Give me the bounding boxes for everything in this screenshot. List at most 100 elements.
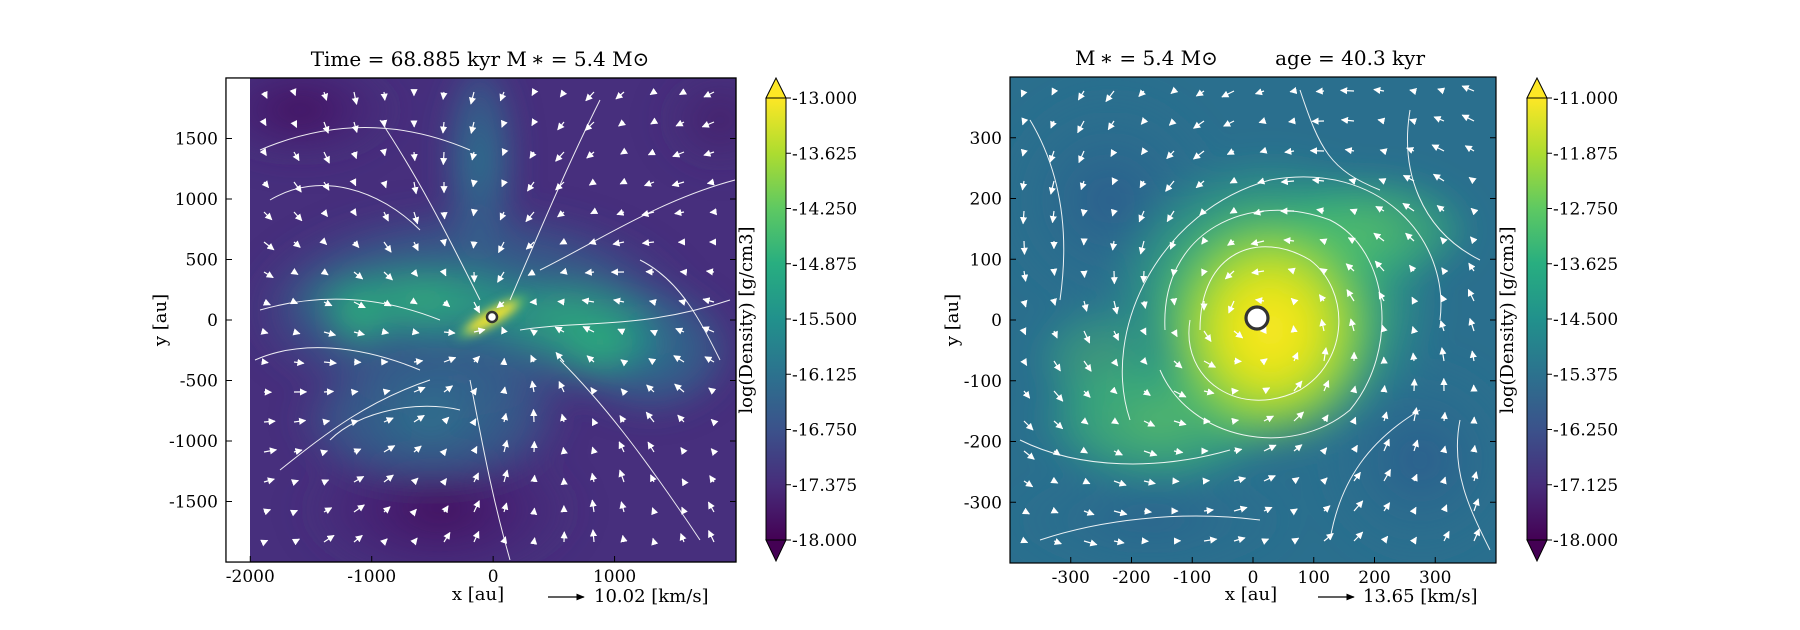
velocity-arrow — [292, 328, 301, 336]
velocity-arrow — [439, 121, 448, 134]
velocity-arrow — [1078, 150, 1085, 164]
velocity-arrow — [1440, 445, 1448, 454]
velocity-arrow — [353, 329, 365, 337]
velocity-arrow — [674, 383, 685, 393]
velocity-arrow — [675, 327, 685, 335]
velocity-arrow — [470, 179, 478, 188]
x-tick-label: 0 — [1248, 568, 1259, 588]
velocity-arrow — [1083, 509, 1095, 516]
velocity-arrow — [409, 508, 417, 517]
velocity-arrow — [1113, 448, 1123, 456]
velocity-arrow — [321, 479, 330, 486]
velocity-arrow — [1082, 477, 1091, 485]
velocity-arrow — [1348, 318, 1356, 332]
velocity-arrow — [1050, 120, 1057, 129]
velocity-arrow — [470, 208, 479, 217]
velocity-arrow — [1203, 388, 1215, 396]
velocity-arrow — [1440, 411, 1448, 422]
velocity-arrow — [649, 329, 658, 337]
y-tick-label: -100 — [964, 372, 1002, 392]
velocity-arrow — [292, 151, 300, 162]
velocity-arrow — [673, 355, 685, 363]
velocity-arrow — [413, 386, 426, 394]
velocity-arrow — [1143, 478, 1156, 486]
velocity-arrow — [1257, 177, 1266, 185]
velocity-arrow — [501, 179, 508, 188]
velocity-arrow — [349, 208, 357, 217]
velocity-arrow — [1289, 508, 1298, 516]
velocity-arrow — [259, 148, 267, 156]
velocity-arrow — [1079, 446, 1088, 454]
y-tick-label: -1000 — [169, 432, 218, 452]
velocity-arrow — [293, 181, 302, 193]
velocity-arrow — [322, 121, 330, 134]
velocity-arrow — [411, 328, 420, 336]
velocity-arrow — [530, 408, 538, 423]
velocity-arrow — [501, 502, 509, 513]
velocity-arrow — [643, 179, 655, 187]
right-y-label: y [au] — [942, 294, 963, 347]
velocity-arrow — [1109, 386, 1118, 395]
velocity-arrow — [1173, 390, 1187, 398]
velocity-arrow — [1377, 117, 1386, 125]
velocity-arrow — [442, 299, 451, 308]
velocity-arrow — [1140, 117, 1149, 125]
velocity-arrow — [1105, 90, 1115, 103]
velocity-arrow — [1139, 357, 1148, 365]
velocity-arrow — [1083, 330, 1091, 344]
velocity-arrow — [1409, 506, 1417, 515]
velocity-arrow — [530, 354, 537, 363]
velocity-arrow — [1378, 178, 1387, 185]
velocity-arrow — [648, 298, 657, 306]
velocity-arrow — [620, 534, 628, 543]
velocity-arrow — [1373, 86, 1385, 95]
right-panel: M ∗ = 5.4 M⊙ age = 40.3 kyr — [942, 46, 1618, 607]
velocity-arrow — [590, 207, 599, 215]
velocity-arrow — [499, 91, 507, 102]
velocity-arrow — [443, 385, 454, 393]
velocity-arrow — [379, 148, 387, 157]
velocity-arrow — [585, 91, 595, 102]
velocity-arrow — [380, 91, 388, 101]
velocity-arrow — [261, 358, 269, 366]
left-panel: Time = 68.885 kyr M ∗ = 5.4 M⊙ — [150, 47, 857, 607]
velocity-arrow — [412, 211, 420, 225]
velocity-arrow — [1290, 325, 1298, 333]
velocity-arrow — [1280, 177, 1295, 186]
velocity-arrow — [1433, 116, 1445, 123]
velocity-arrow — [1079, 180, 1087, 191]
velocity-arrow — [701, 120, 715, 128]
velocity-arrow — [323, 299, 333, 307]
velocity-arrow — [323, 358, 337, 367]
velocity-arrow — [1340, 116, 1355, 124]
velocity-arrow — [679, 532, 687, 543]
velocity-arrow — [530, 474, 538, 483]
velocity-arrow — [1402, 174, 1415, 182]
velocity-arrow — [620, 388, 629, 397]
velocity-arrow — [1139, 180, 1147, 189]
velocity-arrow — [1375, 205, 1385, 213]
velocity-arrow — [410, 151, 418, 162]
velocity-arrow — [473, 500, 480, 513]
velocity-arrow — [1140, 270, 1148, 284]
velocity-arrow — [1439, 476, 1447, 485]
right-x-ticks: -300 -200 -100 0 100 200 300 — [1052, 557, 1451, 588]
velocity-arrow — [262, 298, 271, 306]
colorbar-tick-label: -15.500 — [792, 310, 857, 330]
velocity-arrow — [1051, 330, 1058, 339]
velocity-arrow — [439, 238, 447, 247]
velocity-arrow — [615, 91, 625, 100]
velocity-arrow — [322, 418, 331, 426]
velocity-arrow — [353, 475, 365, 483]
velocity-arrow — [501, 119, 508, 128]
y-tick-label: 1500 — [175, 130, 218, 150]
velocity-arrow — [1470, 444, 1478, 453]
velocity-arrow — [320, 209, 328, 218]
velocity-arrow — [1353, 471, 1361, 482]
velocity-arrow — [353, 271, 364, 280]
velocity-arrow — [710, 448, 719, 456]
velocity-arrow — [293, 417, 307, 425]
velocity-arrow — [380, 180, 388, 189]
velocity-arrow — [618, 441, 626, 453]
velocity-arrow — [1284, 147, 1295, 155]
